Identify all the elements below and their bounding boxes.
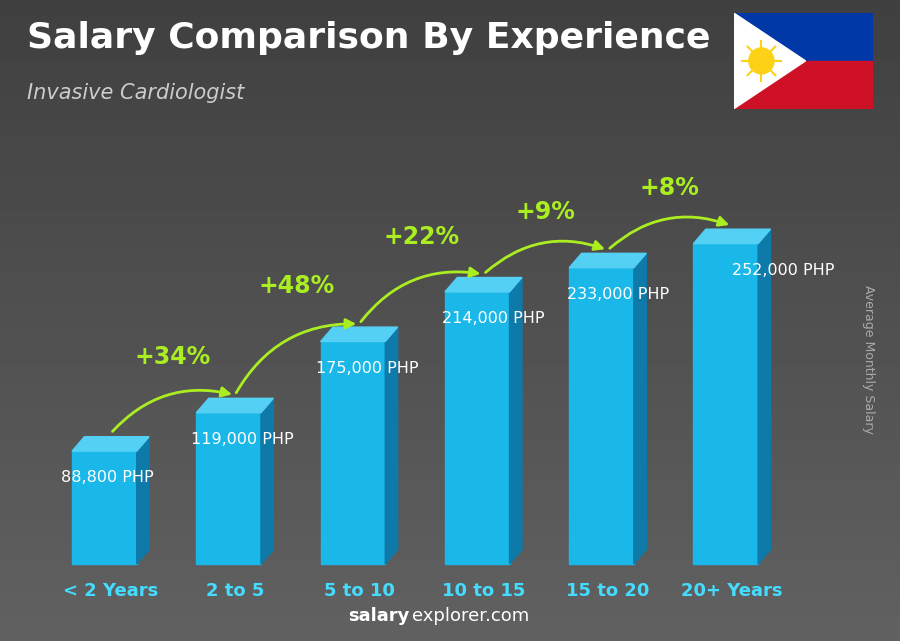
- Text: +8%: +8%: [640, 176, 700, 201]
- Circle shape: [749, 48, 774, 74]
- Bar: [734, 13, 873, 61]
- Text: 252,000 PHP: 252,000 PHP: [732, 263, 834, 278]
- Text: < 2 Years: < 2 Years: [63, 582, 158, 600]
- Text: 20+ Years: 20+ Years: [681, 582, 783, 600]
- Polygon shape: [385, 327, 398, 564]
- Text: +22%: +22%: [383, 224, 459, 249]
- Text: 15 to 20: 15 to 20: [566, 582, 650, 600]
- Bar: [569, 268, 634, 564]
- Text: Average Monthly Salary: Average Monthly Salary: [862, 285, 875, 433]
- Polygon shape: [72, 437, 149, 451]
- Bar: [196, 413, 261, 564]
- Text: 10 to 15: 10 to 15: [442, 582, 525, 600]
- Bar: [320, 342, 385, 564]
- Polygon shape: [569, 253, 646, 268]
- Text: 88,800 PHP: 88,800 PHP: [61, 470, 154, 485]
- Text: 119,000 PHP: 119,000 PHP: [192, 432, 294, 447]
- Text: Invasive Cardiologist: Invasive Cardiologist: [27, 83, 244, 103]
- Text: +9%: +9%: [516, 201, 575, 224]
- Polygon shape: [445, 278, 522, 292]
- Text: 233,000 PHP: 233,000 PHP: [567, 287, 669, 302]
- Text: salary: salary: [348, 607, 410, 625]
- Polygon shape: [694, 229, 770, 244]
- Polygon shape: [758, 229, 770, 564]
- Polygon shape: [509, 278, 522, 564]
- Text: +48%: +48%: [259, 274, 335, 298]
- Text: +34%: +34%: [135, 345, 211, 369]
- Polygon shape: [137, 437, 149, 564]
- Text: explorer.com: explorer.com: [412, 607, 529, 625]
- Text: 2 to 5: 2 to 5: [206, 582, 264, 600]
- Bar: [694, 244, 758, 564]
- Text: Salary Comparison By Experience: Salary Comparison By Experience: [27, 21, 710, 55]
- Polygon shape: [634, 253, 646, 564]
- Bar: [72, 451, 137, 564]
- Polygon shape: [196, 398, 274, 413]
- Polygon shape: [261, 398, 274, 564]
- Polygon shape: [734, 13, 806, 109]
- Bar: [734, 61, 873, 109]
- Polygon shape: [320, 327, 398, 342]
- Text: 5 to 10: 5 to 10: [324, 582, 394, 600]
- Text: 214,000 PHP: 214,000 PHP: [443, 311, 544, 326]
- Text: 175,000 PHP: 175,000 PHP: [316, 361, 418, 376]
- Bar: [445, 292, 509, 564]
